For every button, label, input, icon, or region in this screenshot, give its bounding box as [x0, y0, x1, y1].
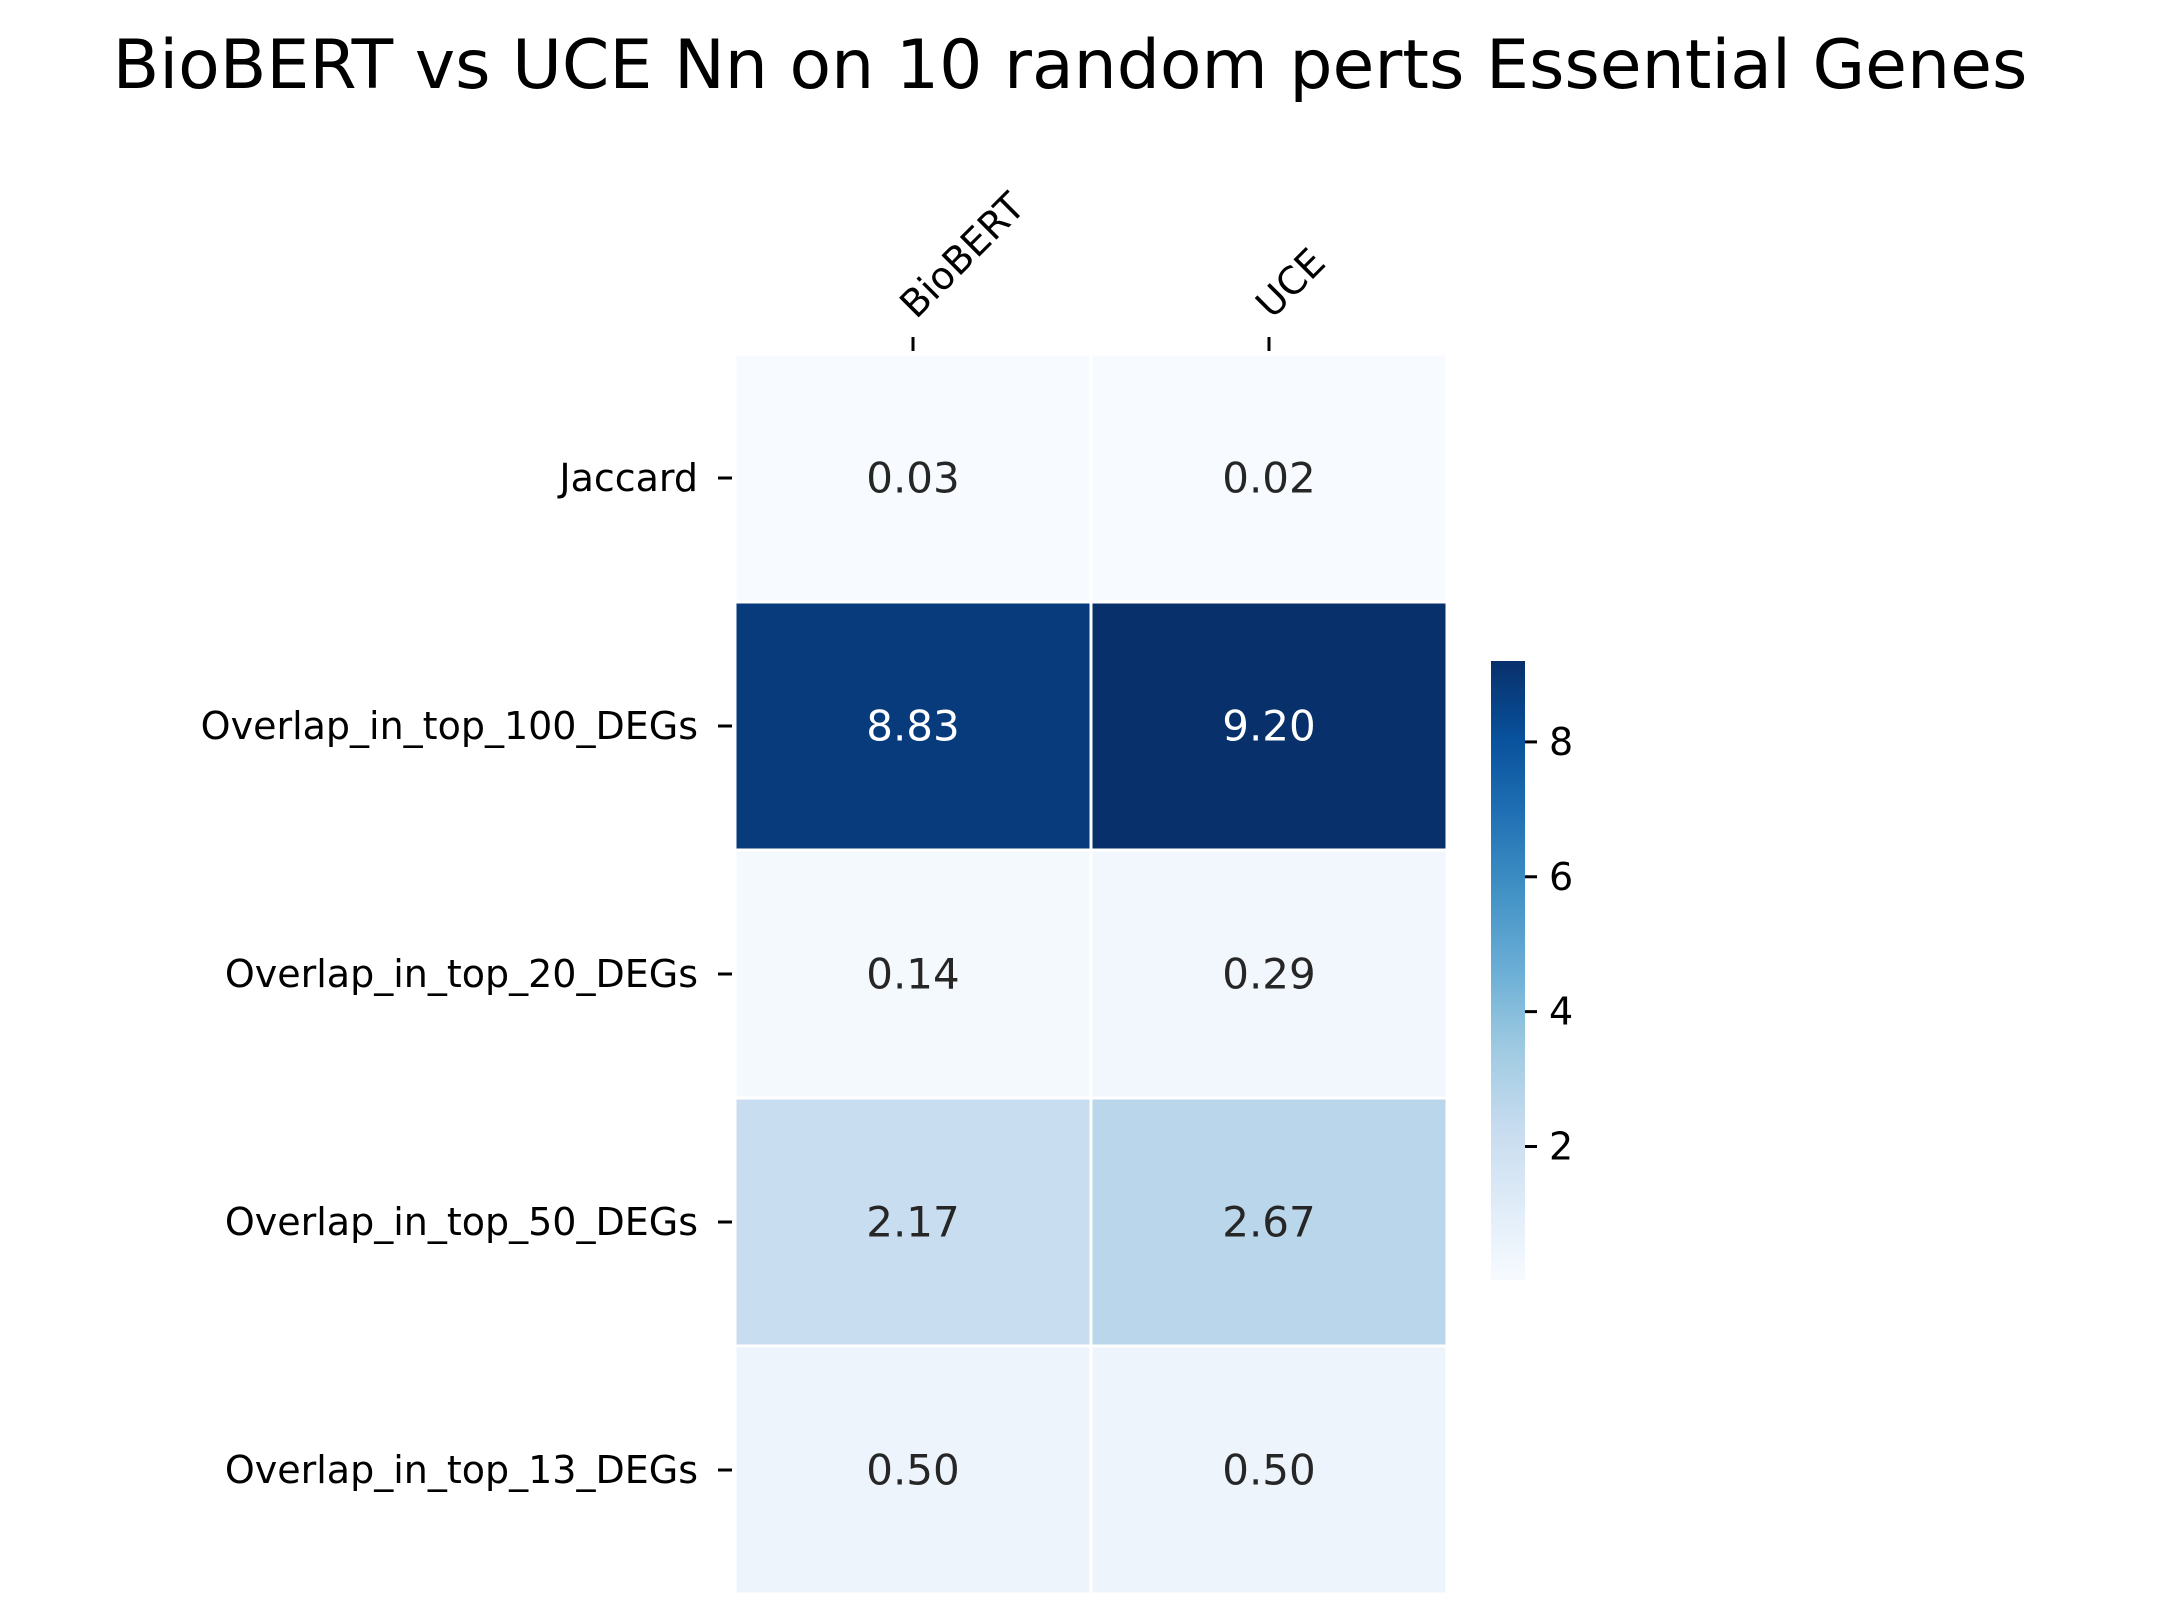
cell-value-label: 0.02: [1222, 454, 1316, 503]
cell-value-label: 0.14: [866, 950, 960, 999]
cell-value-label: 0.50: [1222, 1446, 1316, 1495]
heatmap-cell-labels: 0.03 0.02 8.83 9.20 0.14 0.29 2.17 2.67 0.50 0.50: [866, 454, 1316, 1495]
heatmap-cell: [733, 1344, 1093, 1596]
y-axis-ticks: Jaccard Overlap_in_top_100_DEGs Overlap_in…: [201, 456, 732, 1492]
cell-value-label: 0.03: [866, 454, 960, 503]
chart-title: BioBERT vs UCE Nn on 10 random perts Ess…: [113, 26, 2028, 105]
colorbar: 2 4 6 8: [1491, 661, 1573, 1280]
cell-value-label: 0.50: [866, 1446, 960, 1495]
x-tick-label: UCE: [1247, 240, 1334, 327]
cell-value-label: 9.20: [1222, 702, 1316, 751]
heatmap-cell: [1089, 848, 1449, 1100]
colorbar-tick-label: 6: [1549, 855, 1573, 899]
heatmap-cell: [733, 600, 1093, 852]
y-tick-label: Jaccard: [557, 456, 698, 500]
cell-value-label: 2.67: [1222, 1198, 1316, 1247]
y-tick-label: Overlap_in_top_100_DEGs: [201, 704, 698, 748]
heatmap-cells: [733, 352, 1449, 1596]
heatmap-cell: [1089, 1096, 1449, 1348]
x-tick-label: BioBERT: [891, 184, 1034, 327]
heatmap-cell: [733, 352, 1093, 604]
cell-value-label: 8.83: [866, 702, 960, 751]
y-tick-label: Overlap_in_top_20_DEGs: [225, 952, 698, 996]
colorbar-gradient: [1491, 661, 1525, 1280]
cell-value-label: 2.17: [866, 1198, 960, 1247]
x-axis-ticks: BioBERT UCE: [891, 184, 1334, 351]
heatmap-cell: [1089, 352, 1449, 604]
heatmap-cell: [1089, 1344, 1449, 1596]
colorbar-tick-label: 4: [1549, 990, 1573, 1034]
colorbar-tick-label: 2: [1549, 1124, 1573, 1168]
cell-value-label: 0.29: [1222, 950, 1316, 999]
colorbar-tick-label: 8: [1549, 720, 1573, 764]
heatmap-cell: [733, 848, 1093, 1100]
y-tick-label: Overlap_in_top_50_DEGs: [225, 1200, 698, 1244]
y-tick-label: Overlap_in_top_13_DEGs: [225, 1448, 698, 1492]
heatmap-cell: [1089, 600, 1449, 852]
